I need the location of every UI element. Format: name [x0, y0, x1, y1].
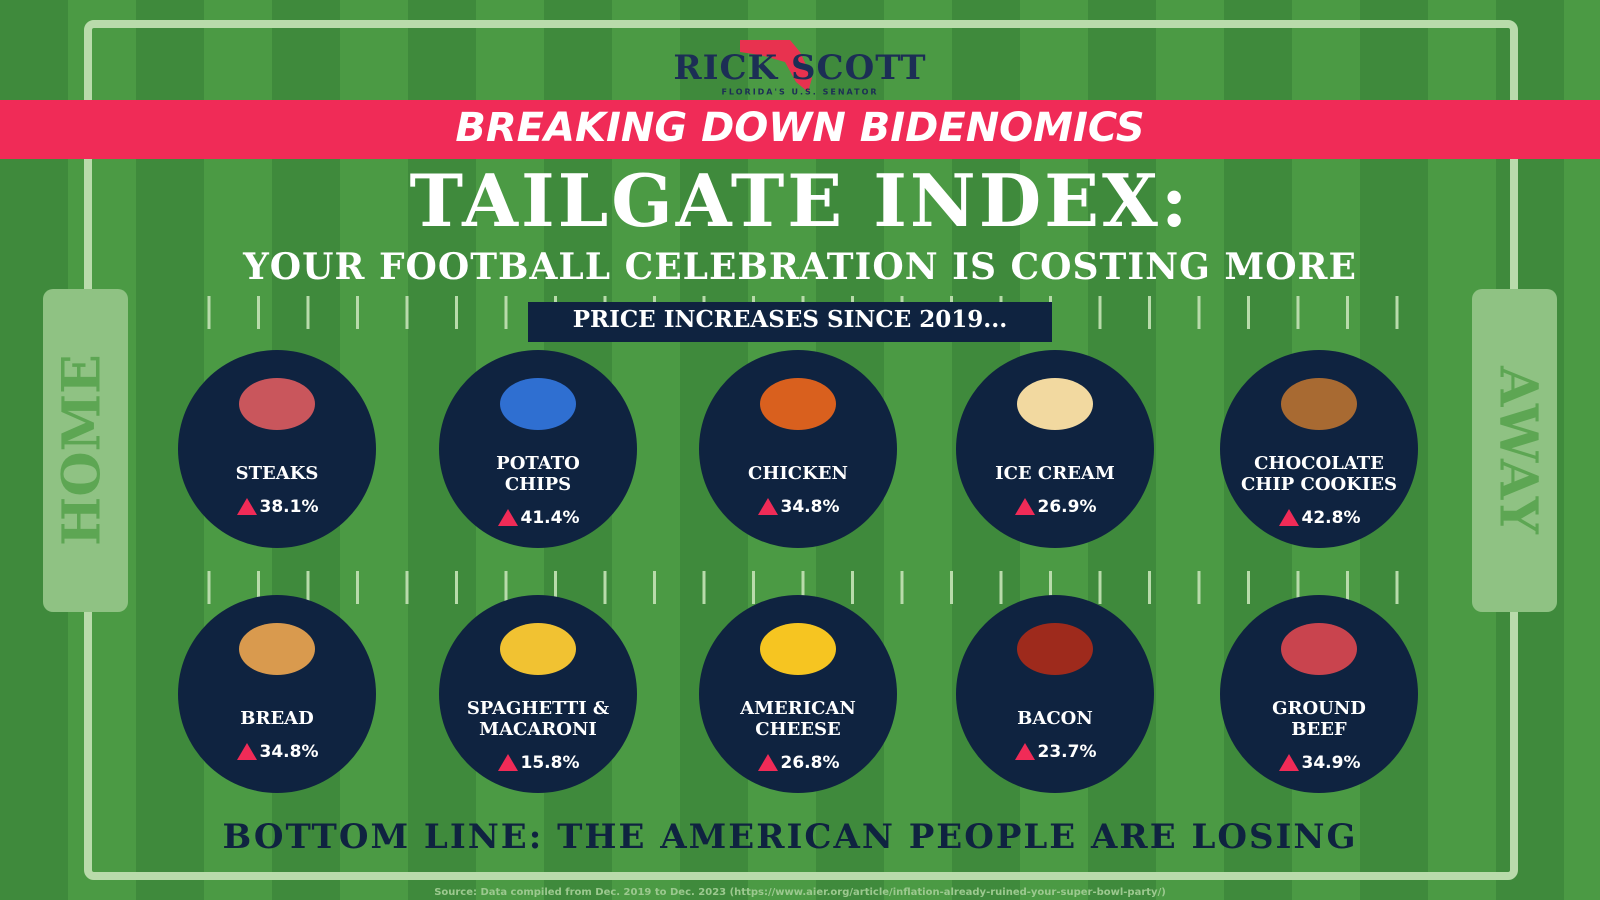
item-icon — [500, 378, 576, 430]
item-change: 15.8% — [521, 753, 580, 773]
item-change: 26.9% — [1038, 497, 1097, 517]
banner-text: BREAKING DOWN BIDENOMICS — [455, 105, 1144, 151]
increase-arrow — [1015, 743, 1035, 760]
item-change: 42.8% — [1302, 508, 1361, 528]
item-circle — [1220, 350, 1418, 548]
away-label: AWAY — [1488, 365, 1549, 535]
increase-arrow — [758, 754, 778, 771]
item-name: CHEESE — [755, 719, 841, 740]
item-name: MACARONI — [479, 719, 597, 740]
item-change: 38.1% — [260, 497, 319, 517]
item-change: 34.9% — [1302, 753, 1361, 773]
source: Source: Data compiled from Dec. 2019 to … — [434, 887, 1166, 898]
item-icon — [500, 623, 576, 675]
item-icon — [239, 378, 315, 430]
item-change: 34.8% — [260, 742, 319, 762]
item-circle — [699, 595, 897, 793]
banner — [0, 100, 1600, 159]
home-label: HOME — [52, 354, 113, 546]
increase-arrow — [498, 754, 518, 771]
section-label-box — [528, 302, 1052, 342]
increase-arrow — [1279, 509, 1299, 526]
item-circle — [439, 350, 637, 548]
item-name: BREAD — [240, 708, 313, 729]
item-icon — [239, 623, 315, 675]
item-name: STEAKS — [236, 463, 319, 484]
left-endzone — [43, 289, 128, 612]
item-icon — [1281, 623, 1357, 675]
item-circle — [178, 595, 376, 793]
increase-arrow — [758, 498, 778, 515]
item-name: CHIP COOKIES — [1241, 474, 1397, 495]
right-endzone — [1472, 289, 1557, 612]
item-circle — [1220, 595, 1418, 793]
item-change: 41.4% — [521, 508, 580, 528]
item-icon — [1017, 623, 1093, 675]
increase-arrow — [237, 498, 257, 515]
increase-arrow — [1015, 498, 1035, 515]
logo: RICK SCOTT — [673, 48, 926, 88]
item-name: GROUND — [1272, 698, 1366, 719]
subtitle: YOUR FOOTBALL CELEBRATION IS COSTING MOR… — [242, 246, 1357, 288]
item-icon — [760, 623, 836, 675]
item-circle — [956, 595, 1154, 793]
item-icon — [1281, 378, 1357, 430]
item-change: 26.8% — [781, 753, 840, 773]
title: TAILGATE INDEX: — [410, 158, 1191, 243]
item-name: POTATO — [496, 453, 580, 474]
logo-subtitle: FLORIDA'S U.S. SENATOR — [721, 88, 878, 97]
item-icon — [760, 378, 836, 430]
bottom-line: BOTTOM LINE: THE AMERICAN PEOPLE ARE LOS… — [222, 817, 1357, 857]
item-name: ICE CREAM — [995, 463, 1115, 484]
item-name: AMERICAN — [739, 698, 856, 719]
increase-arrow — [1279, 754, 1299, 771]
increase-arrow — [498, 509, 518, 526]
item-change: 23.7% — [1038, 742, 1097, 762]
item-change: 34.8% — [781, 497, 840, 517]
item-name: SPAGHETTI & — [467, 698, 609, 719]
item-name: CHIPS — [505, 474, 571, 495]
florida-icon — [740, 40, 812, 92]
item-name: BEEF — [1291, 719, 1347, 740]
increase-arrow — [237, 743, 257, 760]
item-circle — [439, 595, 637, 793]
item-circle — [699, 350, 897, 548]
item-name: CHICKEN — [748, 463, 848, 484]
item-name: CHOCOLATE — [1254, 453, 1384, 474]
item-circle — [178, 350, 376, 548]
item-icon — [1017, 378, 1093, 430]
item-circle — [956, 350, 1154, 548]
item-name: BACON — [1017, 708, 1093, 729]
section-label: PRICE INCREASES SINCE 2019... — [573, 306, 1008, 333]
